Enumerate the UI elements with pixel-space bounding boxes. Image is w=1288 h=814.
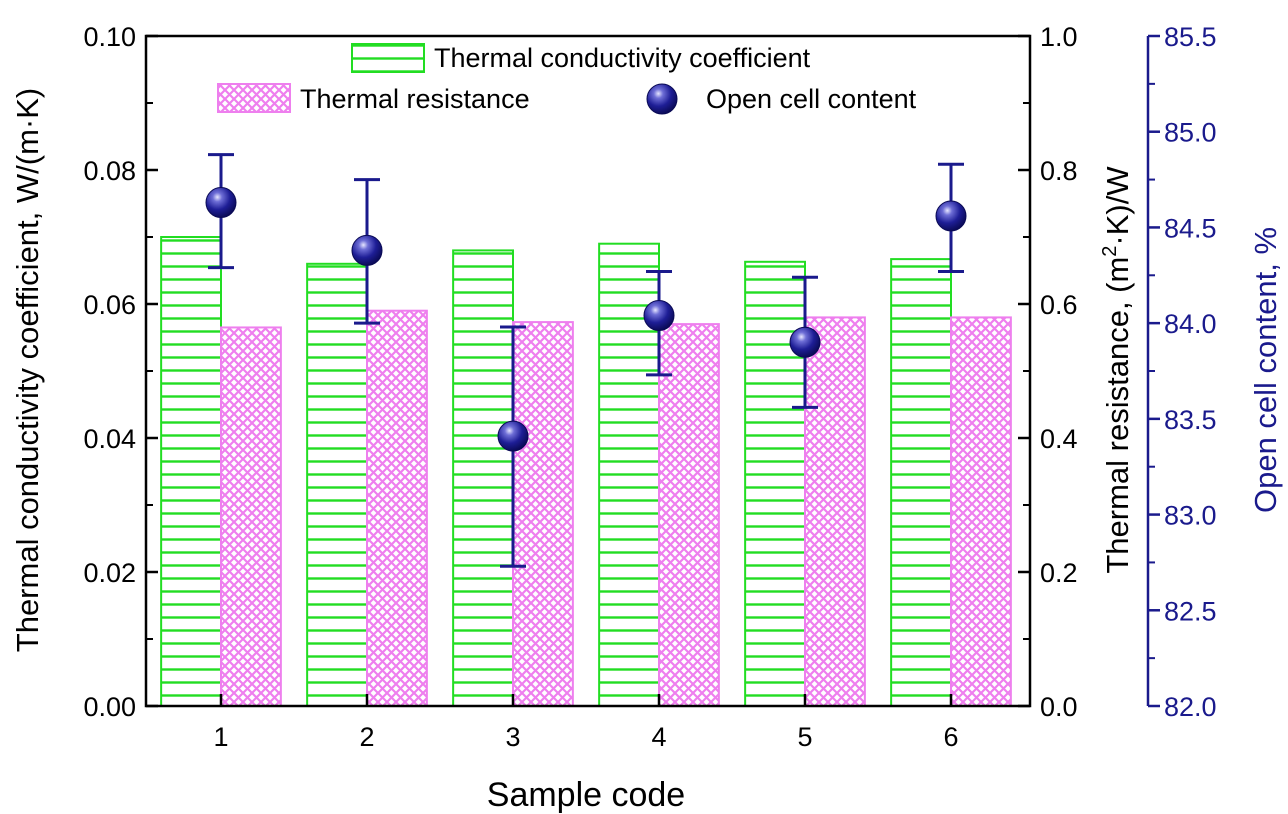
right-axis-open-cell: 82.0 82.5 83.0 83.5 84.0 84.5 85.0 85.5 xyxy=(1146,22,1217,722)
left-tick-label: 0.00 xyxy=(83,692,136,722)
right-tick-label-open-cell: 82.5 xyxy=(1164,596,1217,626)
x-axis-label: Sample code xyxy=(487,776,685,814)
right-tick-label-open-cell: 83.0 xyxy=(1164,501,1217,531)
point-open-cell-1 xyxy=(205,187,237,219)
left-tick-label: 0.08 xyxy=(83,156,136,186)
legend-swatch-thermal-conductivity xyxy=(351,43,425,73)
left-axis: 0.00 0.02 0.04 0.06 0.08 0.10 xyxy=(83,22,158,722)
x-axis: 1 2 3 4 5 6 xyxy=(213,694,959,752)
legend-label-open-cell: Open cell content xyxy=(706,84,917,114)
left-tick-label: 0.02 xyxy=(83,558,136,588)
bars-layer xyxy=(160,236,1012,707)
x-tick-label: 4 xyxy=(651,722,666,752)
legend-label-thermal-resistance: Thermal resistance xyxy=(300,84,530,114)
right-tick-label-thermal-resistance: 0.4 xyxy=(1040,424,1078,454)
point-open-cell-4 xyxy=(643,299,675,331)
legend-marker-open-cell xyxy=(646,83,678,115)
left-tick-label: 0.06 xyxy=(83,290,136,320)
bar-thermal-resistance-2 xyxy=(366,309,428,707)
right-axis-thermal-resistance: 0.0 0.2 0.4 0.6 0.8 1.0 xyxy=(1018,22,1078,722)
right-tick-label-open-cell: 84.5 xyxy=(1164,213,1217,243)
bar-thermal-conductivity-1 xyxy=(160,236,222,707)
x-tick-label: 6 xyxy=(943,722,958,752)
right-tick-label-open-cell: 84.0 xyxy=(1164,309,1217,339)
bar-thermal-resistance-1 xyxy=(220,326,282,707)
right-tick-label-thermal-resistance: 0.0 xyxy=(1040,692,1078,722)
left-tick-label: 0.10 xyxy=(83,22,136,52)
right-axis-label-thermal-resistance: Thermal resistance, (m2·K)/W xyxy=(1099,166,1135,574)
bar-thermal-resistance-5 xyxy=(804,316,866,707)
point-open-cell-3 xyxy=(497,420,529,452)
x-tick-label: 3 xyxy=(505,722,520,752)
bar-thermal-resistance-3 xyxy=(512,321,574,707)
bar-thermal-conductivity-2 xyxy=(306,262,369,707)
bar-thermal-resistance-4 xyxy=(658,323,720,707)
bar-thermal-conductivity-6 xyxy=(890,258,953,707)
right-tick-label-thermal-resistance: 0.2 xyxy=(1040,558,1078,588)
left-tick-label: 0.04 xyxy=(83,424,136,454)
right-tick-label-thermal-resistance: 0.6 xyxy=(1040,290,1078,320)
bar-thermal-conductivity-3 xyxy=(452,249,515,707)
right-tick-label-open-cell: 85.0 xyxy=(1164,118,1217,148)
x-tick-label: 1 xyxy=(213,722,228,752)
right-axis-label-open-cell: Open cell content, % xyxy=(1248,227,1283,513)
legend-label-thermal-conductivity: Thermal conductivity coefficient xyxy=(434,43,811,73)
point-open-cell-5 xyxy=(789,326,821,358)
right-tick-label-open-cell: 83.5 xyxy=(1164,405,1217,435)
point-open-cell-6 xyxy=(935,200,967,232)
right-tick-label-open-cell: 82.0 xyxy=(1164,692,1217,722)
x-tick-label: 2 xyxy=(359,722,374,752)
right-tick-label-open-cell: 85.5 xyxy=(1164,22,1217,52)
points-layer xyxy=(205,187,967,452)
left-axis-label: Thermal conductivity coefficient, W/(m·K… xyxy=(10,88,45,652)
right-tick-label-thermal-resistance: 0.8 xyxy=(1040,156,1078,186)
bar-thermal-conductivity-5 xyxy=(744,260,807,707)
bar-thermal-resistance-6 xyxy=(950,316,1012,707)
legend: Thermal conductivity coefficient Thermal… xyxy=(217,43,917,115)
right-tick-label-thermal-resistance: 1.0 xyxy=(1040,22,1078,52)
point-open-cell-2 xyxy=(351,234,383,266)
x-tick-label: 5 xyxy=(797,722,812,752)
legend-swatch-thermal-resistance xyxy=(217,83,291,113)
